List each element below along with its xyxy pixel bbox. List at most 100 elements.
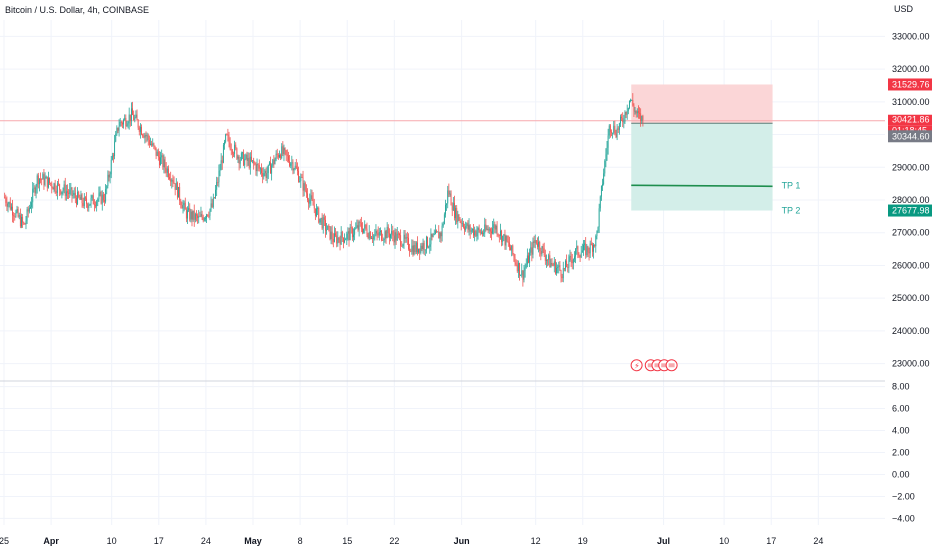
- candle-body: [236, 148, 238, 159]
- candle-body: [98, 193, 100, 200]
- stop-loss-zone[interactable]: [631, 84, 773, 124]
- candle-body: [106, 185, 108, 190]
- candle-body: [283, 148, 285, 155]
- lightning-icon[interactable]: [630, 359, 643, 372]
- candle-body: [30, 206, 31, 209]
- candle-body: [32, 188, 34, 203]
- candle-body: [520, 275, 522, 277]
- candle-body: [620, 116, 621, 124]
- candle-body: [613, 125, 615, 133]
- candle-body: [188, 208, 190, 211]
- candle-body: [331, 231, 333, 240]
- candle-body: [423, 243, 425, 250]
- candle-body: [402, 244, 404, 247]
- candle-body: [502, 235, 504, 242]
- candle-body: [515, 262, 517, 265]
- candle-body: [162, 155, 164, 168]
- candle-body: [394, 232, 396, 243]
- candle-body: [395, 232, 397, 241]
- candle-body: [166, 168, 168, 173]
- price-tick-label: 28000.00: [892, 195, 930, 205]
- candle-body: [99, 192, 101, 194]
- candle-body: [433, 234, 435, 236]
- price-tick-label: 24000.00: [892, 326, 930, 336]
- tp2-label: TP 2: [782, 206, 801, 216]
- symbol-title[interactable]: Bitcoin / U.S. Dollar, 4h, COINBASE: [5, 5, 150, 15]
- candle-body: [21, 216, 22, 227]
- candle-body: [169, 177, 171, 179]
- candle-body: [130, 108, 132, 121]
- candle-body: [381, 230, 383, 241]
- candle-body: [512, 245, 514, 255]
- candle-body: [542, 246, 544, 249]
- price-tick-label: 31000.00: [892, 97, 930, 107]
- tp1-label: TP 1: [782, 180, 801, 190]
- candle-body: [626, 110, 628, 115]
- candle-body: [16, 209, 18, 212]
- candle-body: [76, 197, 77, 205]
- candle-body: [572, 259, 574, 264]
- candle-body: [369, 232, 371, 239]
- candle-body: [170, 178, 172, 182]
- candle-body: [165, 167, 167, 173]
- entry-price-tag-bg: [888, 130, 932, 143]
- candle-body: [211, 203, 213, 207]
- candle-body: [641, 115, 643, 121]
- candle-body: [228, 135, 230, 143]
- candle-body: [576, 246, 578, 250]
- candle-body: [639, 112, 640, 114]
- candle-body: [44, 178, 46, 185]
- candle-body: [349, 227, 351, 241]
- candle-body: [145, 135, 147, 137]
- entry-price-tag: 30344.60: [892, 131, 930, 141]
- candle-body: [13, 215, 15, 217]
- time-tick-label: May: [244, 536, 262, 546]
- candle-body: [543, 248, 545, 256]
- candle-body: [206, 214, 208, 219]
- candle-body: [286, 154, 288, 156]
- candle-body: [257, 164, 259, 166]
- candle-body: [127, 123, 129, 126]
- candle-body: [126, 125, 128, 127]
- candle-body: [634, 111, 636, 112]
- candle-body: [154, 145, 156, 148]
- candle-body: [531, 247, 533, 255]
- candle-body: [524, 267, 526, 271]
- candle-body: [439, 232, 441, 239]
- candle-body: [90, 197, 92, 204]
- candle-body: [270, 162, 271, 174]
- candle-body: [172, 179, 174, 183]
- candle-body: [80, 194, 82, 200]
- candle-body: [114, 141, 116, 157]
- candle-body: [23, 222, 25, 224]
- candle-body: [371, 238, 372, 240]
- candle-body: [497, 234, 499, 236]
- time-tick-label: 10: [107, 536, 117, 546]
- candle-body: [284, 148, 286, 151]
- target-zone[interactable]: [631, 123, 773, 211]
- candle-body: [54, 183, 56, 191]
- candle-body: [229, 142, 231, 150]
- candle-body: [539, 241, 541, 251]
- candle-body: [100, 192, 102, 204]
- candle-body: [24, 223, 26, 225]
- candle-body: [74, 192, 76, 198]
- candle-body: [357, 225, 359, 230]
- candle-body: [580, 252, 582, 258]
- candle-body: [551, 262, 553, 265]
- candle-body: [96, 201, 98, 207]
- candle-body: [83, 197, 85, 206]
- candle-body: [244, 158, 246, 166]
- candle-body: [569, 256, 571, 257]
- candle-body: [339, 239, 341, 245]
- candle-body: [185, 209, 187, 219]
- candle-body: [133, 114, 135, 121]
- candle-body: [608, 125, 610, 136]
- candle-body: [590, 243, 592, 245]
- candle-body: [508, 242, 510, 248]
- time-tick-label: 24: [813, 536, 823, 546]
- candle-body: [410, 250, 412, 252]
- candle-body: [291, 162, 293, 164]
- candle-body: [259, 168, 261, 170]
